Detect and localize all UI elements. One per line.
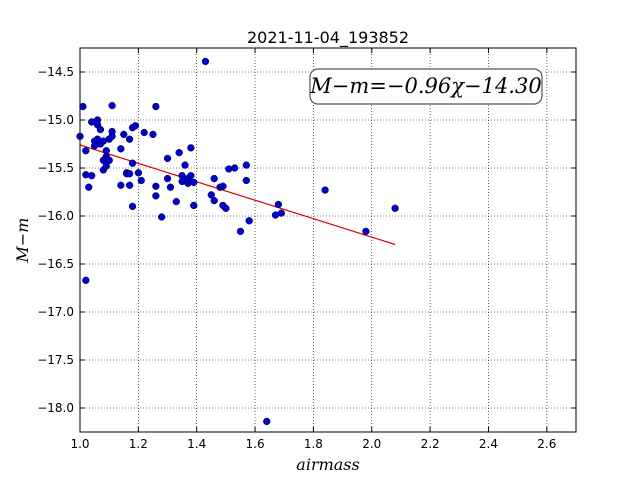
data-point	[201, 57, 210, 66]
data-point	[102, 162, 110, 170]
x-tick-label: 1.6	[246, 437, 265, 451]
data-point	[190, 201, 198, 210]
data-point	[187, 144, 195, 152]
x-tick-label: 2.0	[362, 437, 381, 451]
data-point	[152, 102, 160, 111]
data-point	[82, 147, 90, 155]
y-tick-label: −15.0	[37, 113, 74, 127]
data-point	[79, 102, 87, 111]
data-point	[277, 209, 285, 217]
data-point	[172, 197, 180, 206]
data-point	[210, 196, 218, 205]
data-point	[163, 174, 172, 183]
plot-frame	[79, 47, 577, 433]
y-tick-label: −17.0	[37, 305, 74, 319]
data-point	[187, 172, 195, 180]
data-point	[210, 174, 218, 183]
data-points	[76, 57, 399, 426]
x-tick-label: 2.6	[537, 437, 556, 451]
data-point	[131, 122, 140, 130]
y-tick-label: −16.5	[37, 257, 74, 271]
x-axis-label: airmass	[296, 455, 359, 474]
data-point	[128, 159, 137, 167]
fit-equation: M−m=−0.96χ−14.30	[309, 74, 541, 98]
data-point	[245, 217, 253, 225]
x-tick-label: 1.4	[187, 437, 206, 451]
fit-equation-box: M−m=−0.96χ−14.30	[309, 68, 543, 105]
data-point	[236, 227, 245, 236]
data-point	[181, 161, 189, 169]
y-tick-label: −14.5	[37, 65, 74, 79]
data-point	[175, 148, 183, 157]
x-tick-label: 2.4	[479, 437, 498, 451]
data-point	[222, 204, 230, 212]
data-point	[391, 204, 399, 212]
data-point	[230, 164, 239, 172]
data-point	[163, 154, 172, 163]
data-point	[242, 176, 250, 185]
y-tick-label: −16.0	[37, 209, 74, 223]
data-point	[166, 183, 175, 191]
data-point	[263, 417, 271, 426]
y-tick-label: −18.0	[37, 401, 74, 415]
data-point	[140, 128, 148, 137]
data-point	[105, 156, 113, 164]
data-point	[158, 213, 166, 221]
data-point	[321, 186, 329, 194]
data-point	[274, 200, 283, 209]
y-axis-label: M−m	[13, 218, 32, 264]
data-point	[108, 101, 116, 110]
data-point	[125, 181, 134, 189]
y-tick-label: −17.5	[37, 353, 74, 367]
data-point	[117, 181, 125, 189]
data-point	[134, 169, 143, 177]
data-point	[137, 176, 145, 185]
equation-box-frame	[309, 68, 543, 105]
data-point	[96, 125, 105, 134]
data-point	[82, 276, 90, 284]
x-tick-label: 1.2	[129, 437, 148, 451]
data-point	[108, 132, 116, 140]
y-axis-ticks: −14.5 −15.0 −15.5 −16.0 −16.5 −17.0 −17.5 −18.0	[37, 65, 576, 415]
x-tick-label: 1.8	[304, 437, 323, 451]
data-point	[120, 130, 128, 139]
x-tick-label: 1.0	[70, 437, 89, 451]
data-point	[362, 227, 370, 236]
chart-title: 2021-11-04_193852	[247, 28, 409, 48]
data-point	[190, 178, 198, 187]
data-point	[149, 130, 157, 139]
data-point	[128, 202, 137, 211]
y-tick-label: −15.5	[37, 161, 74, 175]
data-point	[152, 182, 160, 190]
data-point	[219, 182, 227, 190]
data-point	[125, 135, 134, 143]
x-tick-label: 2.2	[421, 437, 440, 451]
data-point	[242, 161, 250, 169]
data-point	[88, 172, 96, 180]
data-point	[207, 191, 215, 199]
data-point	[125, 170, 134, 178]
x-axis-ticks: 1.0 1.2 1.4 1.6 1.8 2.0 2.2 2.4 2.6	[70, 48, 556, 451]
data-point	[85, 183, 93, 191]
data-point	[152, 192, 160, 200]
data-point	[117, 145, 125, 153]
